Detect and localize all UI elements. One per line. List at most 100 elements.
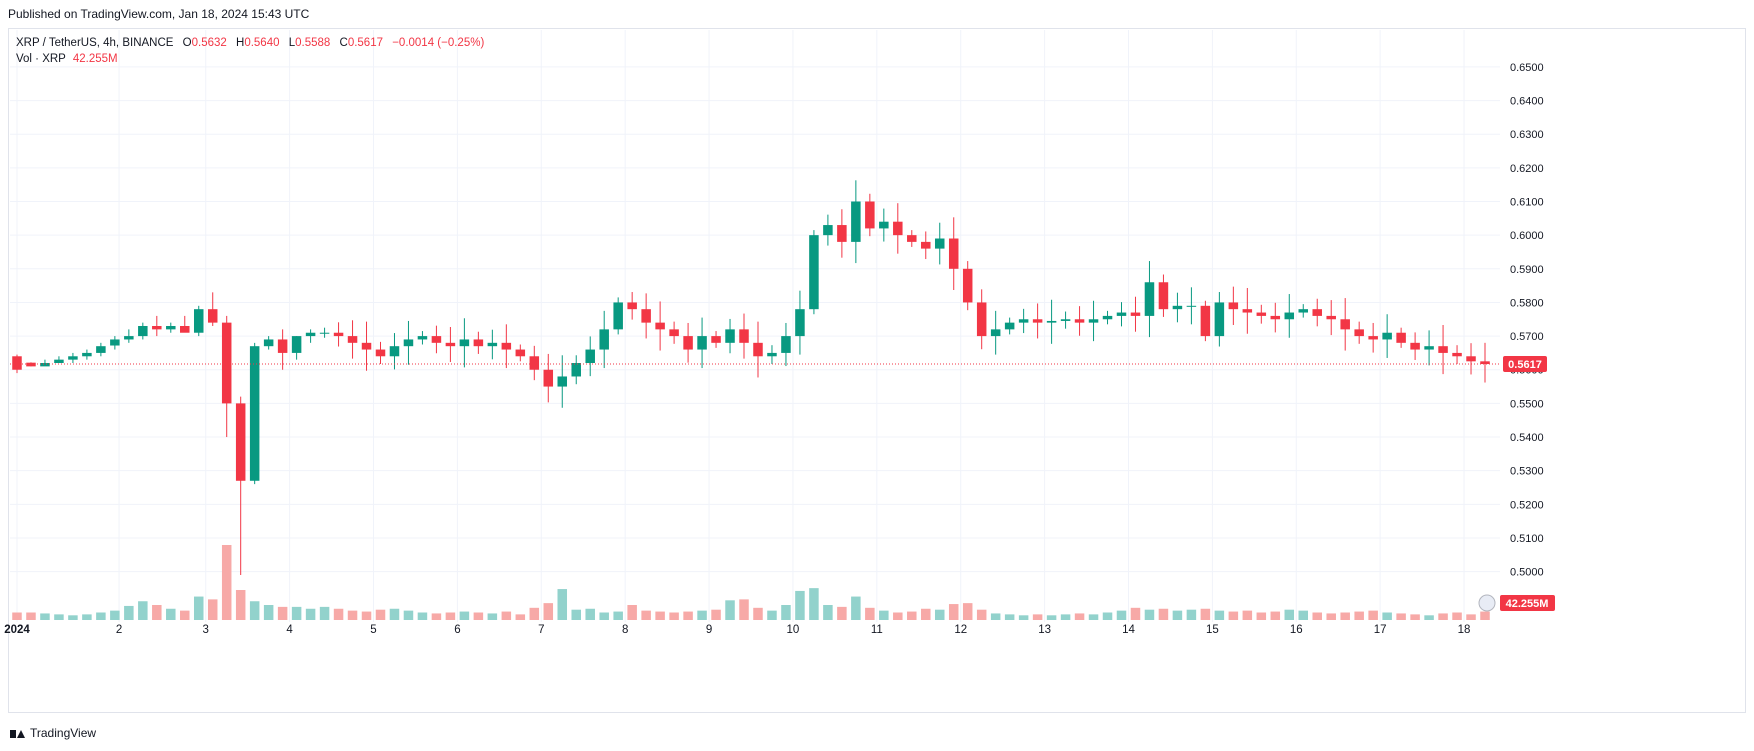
candle-body[interactable]	[1228, 302, 1239, 310]
candle-body[interactable]	[1186, 305, 1197, 307]
candle-body[interactable]	[1382, 332, 1392, 340]
candle-body[interactable]	[669, 329, 679, 337]
candle-body[interactable]	[96, 346, 106, 353]
candle-body[interactable]	[823, 225, 833, 236]
candle-body[interactable]	[1340, 319, 1350, 330]
candle-body[interactable]	[962, 268, 973, 303]
candle-body[interactable]	[1046, 320, 1057, 323]
candle-body[interactable]	[152, 326, 162, 330]
candle-body[interactable]	[1424, 346, 1434, 350]
candle-body[interactable]	[599, 329, 609, 350]
candle-body[interactable]	[907, 235, 917, 242]
candle-body[interactable]	[1214, 302, 1225, 337]
candle-body[interactable]	[277, 339, 288, 353]
candle-body[interactable]	[1060, 319, 1071, 321]
candle-body[interactable]	[124, 336, 134, 340]
candle-body[interactable]	[571, 363, 581, 377]
candle-body[interactable]	[711, 336, 721, 343]
candle-body[interactable]	[781, 336, 791, 353]
candle-body[interactable]	[795, 309, 805, 337]
candle-body[interactable]	[1466, 356, 1476, 362]
candle-body[interactable]	[1004, 322, 1015, 330]
candle-body[interactable]	[431, 336, 442, 343]
candle-body[interactable]	[1200, 305, 1211, 337]
candle-body[interactable]	[40, 363, 50, 367]
candle-body[interactable]	[375, 349, 386, 357]
candle-body[interactable]	[333, 332, 344, 337]
candle-body[interactable]	[1368, 336, 1378, 340]
candle-body[interactable]	[403, 339, 414, 347]
candle-body[interactable]	[305, 332, 316, 337]
candle-body[interactable]	[921, 241, 931, 249]
candle-body[interactable]	[221, 322, 232, 404]
candle-body[interactable]	[347, 336, 358, 343]
candle-body[interactable]	[879, 221, 889, 229]
candle-body[interactable]	[557, 376, 568, 387]
candle-body[interactable]	[138, 326, 148, 337]
candle-body[interactable]	[990, 329, 1001, 337]
candle-body[interactable]	[851, 201, 861, 242]
candle-body[interactable]	[529, 356, 540, 370]
candle-body[interactable]	[193, 309, 204, 333]
candle-body[interactable]	[627, 302, 637, 310]
candle-body[interactable]	[1480, 361, 1490, 365]
candle-body[interactable]	[1242, 309, 1253, 313]
candle-body[interactable]	[1438, 346, 1448, 353]
candle-body[interactable]	[725, 329, 735, 343]
candle-body[interactable]	[543, 369, 554, 387]
footer-brand[interactable]: TradingView	[10, 726, 96, 740]
candle-body[interactable]	[180, 326, 190, 333]
candle-body[interactable]	[1074, 319, 1085, 323]
candle-body[interactable]	[1326, 315, 1336, 320]
candle-body[interactable]	[110, 339, 120, 346]
candle-body[interactable]	[501, 342, 512, 350]
candle-body[interactable]	[459, 339, 470, 347]
candle-body[interactable]	[1354, 329, 1364, 337]
candle-body[interactable]	[976, 302, 987, 337]
candle-body[interactable]	[166, 326, 176, 330]
candle-body[interactable]	[68, 356, 78, 360]
candle-body[interactable]	[1130, 312, 1141, 316]
candle-body[interactable]	[515, 349, 526, 357]
candle-body[interactable]	[934, 238, 945, 249]
candle-body[interactable]	[1144, 282, 1155, 316]
candle-body[interactable]	[1312, 309, 1322, 316]
candle-body[interactable]	[1116, 312, 1127, 316]
candle-body[interactable]	[1284, 312, 1295, 320]
candle-body[interactable]	[837, 225, 847, 242]
candle-body[interactable]	[12, 356, 22, 370]
candle-body[interactable]	[487, 342, 498, 347]
candle-body[interactable]	[54, 359, 64, 364]
candle-body[interactable]	[585, 349, 595, 364]
candle-body[interactable]	[1018, 319, 1029, 323]
candle-body[interactable]	[809, 235, 819, 310]
candle-body[interactable]	[1102, 315, 1113, 320]
candle-body[interactable]	[613, 302, 623, 330]
candle-body[interactable]	[948, 238, 959, 269]
candle-body[interactable]	[82, 352, 92, 357]
candle-body[interactable]	[319, 332, 330, 334]
candle-body[interactable]	[291, 336, 302, 353]
candle-body[interactable]	[1172, 305, 1183, 310]
candle-body[interactable]	[473, 339, 484, 347]
candle-body[interactable]	[389, 346, 400, 357]
candle-body[interactable]	[1088, 319, 1099, 323]
candle-body[interactable]	[641, 309, 651, 323]
candle-body[interactable]	[1396, 332, 1406, 343]
candle-body[interactable]	[26, 362, 36, 367]
legend-volume-label[interactable]: Vol · XRP	[16, 53, 66, 65]
candle-body[interactable]	[263, 339, 274, 347]
candle-body[interactable]	[753, 342, 763, 357]
candle-body[interactable]	[767, 352, 777, 357]
candle-body[interactable]	[1452, 352, 1462, 357]
candle-body[interactable]	[697, 336, 707, 350]
candle-body[interactable]	[655, 322, 665, 330]
candle-body[interactable]	[1256, 312, 1267, 316]
candle-body[interactable]	[207, 309, 218, 323]
candle-body[interactable]	[445, 342, 456, 347]
candle-body[interactable]	[361, 342, 372, 350]
candle-body[interactable]	[683, 336, 693, 350]
candle-body[interactable]	[865, 201, 875, 229]
candle-body[interactable]	[1158, 282, 1169, 310]
